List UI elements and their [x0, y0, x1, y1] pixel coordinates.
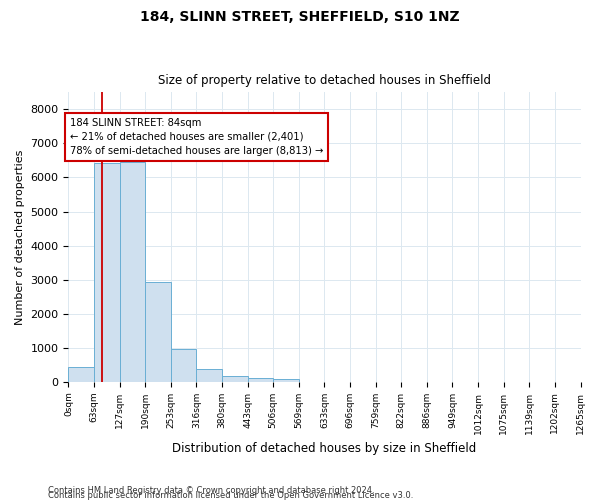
- Y-axis label: Number of detached properties: Number of detached properties: [15, 150, 25, 325]
- Text: Contains public sector information licensed under the Open Government Licence v3: Contains public sector information licen…: [48, 490, 413, 500]
- Bar: [68, 367, 94, 382]
- Bar: [248, 378, 273, 382]
- Bar: [222, 376, 248, 382]
- Bar: [119, 162, 145, 382]
- Bar: [196, 369, 222, 382]
- Bar: [94, 163, 119, 382]
- X-axis label: Distribution of detached houses by size in Sheffield: Distribution of detached houses by size …: [172, 442, 476, 455]
- Text: Contains HM Land Registry data © Crown copyright and database right 2024.: Contains HM Land Registry data © Crown c…: [48, 486, 374, 495]
- Title: Size of property relative to detached houses in Sheffield: Size of property relative to detached ho…: [158, 74, 491, 87]
- Bar: [171, 349, 196, 382]
- Bar: [145, 282, 171, 382]
- Bar: [273, 380, 299, 382]
- Text: 184, SLINN STREET, SHEFFIELD, S10 1NZ: 184, SLINN STREET, SHEFFIELD, S10 1NZ: [140, 10, 460, 24]
- Text: 184 SLINN STREET: 84sqm
← 21% of detached houses are smaller (2,401)
78% of semi: 184 SLINN STREET: 84sqm ← 21% of detache…: [70, 118, 323, 156]
